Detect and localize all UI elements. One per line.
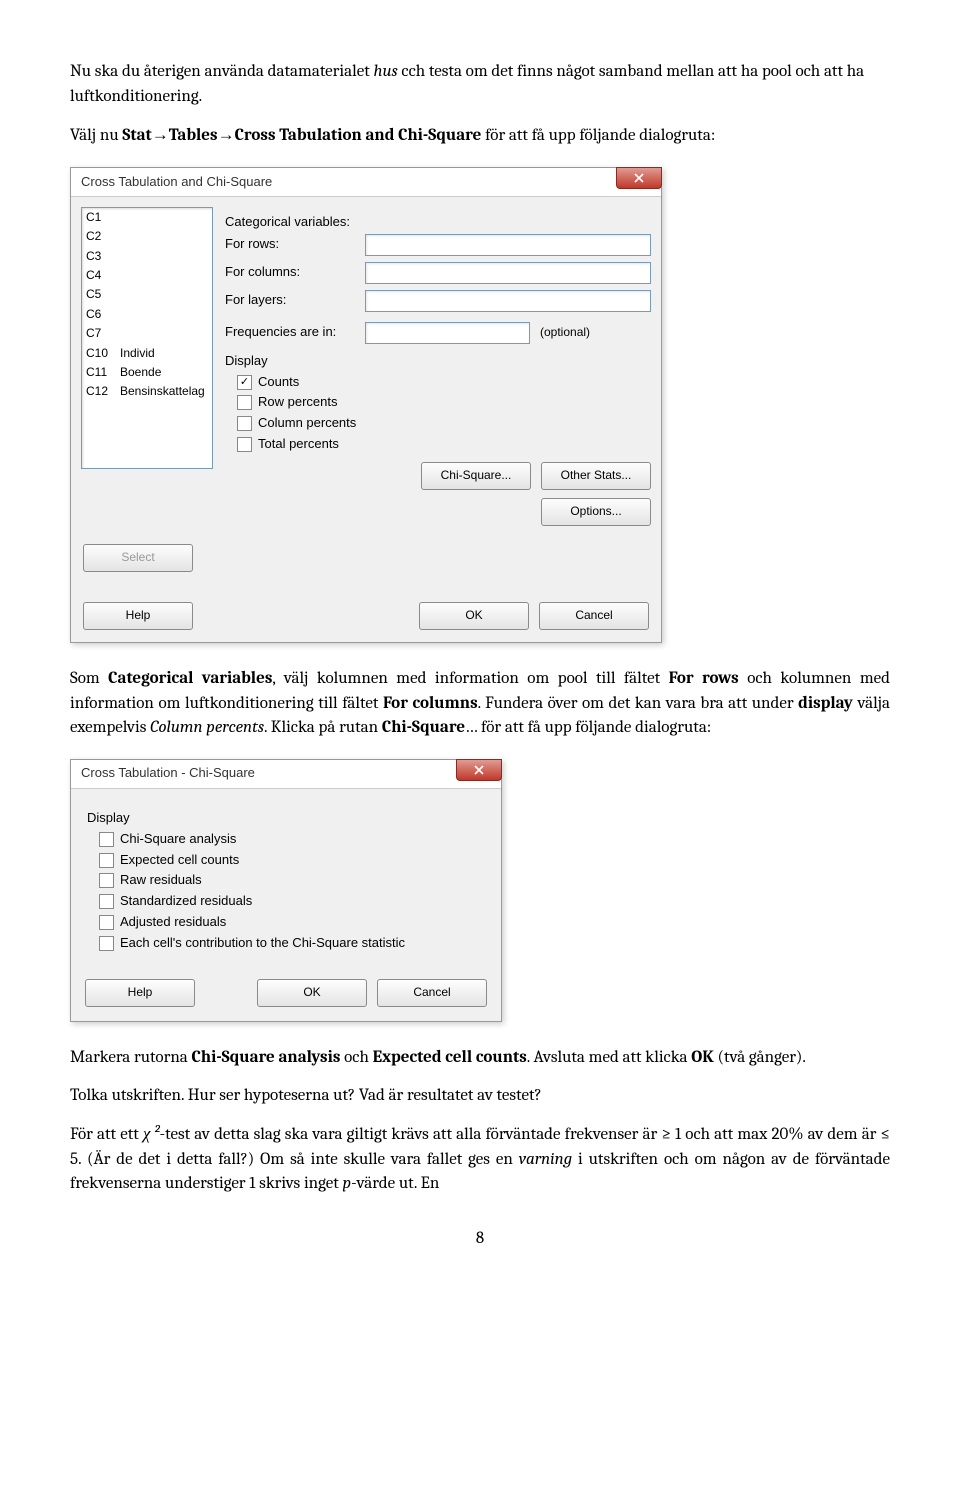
freq-label: Frequencies are in: xyxy=(225,323,365,342)
freq-input[interactable] xyxy=(365,322,530,344)
select-button[interactable]: Select xyxy=(83,544,193,572)
list-item[interactable]: C11Boende xyxy=(82,363,212,382)
variable-listbox[interactable]: C1 C2 C3 C4 C5 C6 C7 C10Individ C11Boend… xyxy=(81,207,213,469)
close-button[interactable] xyxy=(616,167,662,189)
chisq-analysis-checkbox[interactable]: Chi-Square analysis xyxy=(99,830,485,849)
paragraph-5: Tolka utskriften. Hur ser hypoteserna ut… xyxy=(70,1084,890,1109)
dialog-titlebar: Cross Tabulation and Chi-Square xyxy=(71,168,661,197)
ok-button[interactable]: OK xyxy=(419,602,529,630)
crosstab-dialog: Cross Tabulation and Chi-Square C1 C2 C3… xyxy=(70,167,662,643)
display-label: Display xyxy=(225,352,651,371)
dialog-title: Cross Tabulation and Chi-Square xyxy=(77,173,272,192)
rowpercents-checkbox[interactable]: Row percents xyxy=(237,393,651,412)
list-item[interactable]: C4 xyxy=(82,266,212,285)
otherstats-button[interactable]: Other Stats... xyxy=(541,462,651,490)
ok-button[interactable]: OK xyxy=(257,979,367,1007)
colpercents-checkbox[interactable]: Column percents xyxy=(237,414,651,433)
for-layers-input[interactable] xyxy=(365,290,651,312)
counts-checkbox[interactable]: ✓Counts xyxy=(237,373,651,392)
chisquare-button[interactable]: Chi-Square... xyxy=(421,462,531,490)
list-item[interactable]: C7 xyxy=(82,324,212,343)
dialog-titlebar: Cross Tabulation - Chi-Square xyxy=(71,760,501,789)
close-button[interactable] xyxy=(456,759,502,781)
list-item[interactable]: C10Individ xyxy=(82,344,212,363)
paragraph-2: Välj nu Stat→Tables→Cross Tabulation and… xyxy=(70,123,890,149)
dialog-title: Cross Tabulation - Chi-Square xyxy=(77,764,255,783)
paragraph-4: Markera rutorna Chi-Square analysis och … xyxy=(70,1046,890,1071)
help-button[interactable]: Help xyxy=(85,979,195,1007)
for-columns-input[interactable] xyxy=(365,262,651,284)
std-residuals-checkbox[interactable]: Standardized residuals xyxy=(99,892,485,911)
options-button[interactable]: Options... xyxy=(541,498,651,526)
list-item[interactable]: C2 xyxy=(82,227,212,246)
list-item[interactable]: C3 xyxy=(82,247,212,266)
catvar-label: Categorical variables: xyxy=(225,213,651,232)
totpercents-checkbox[interactable]: Total percents xyxy=(237,435,651,454)
page-number: 8 xyxy=(70,1227,890,1252)
adj-residuals-checkbox[interactable]: Adjusted residuals xyxy=(99,913,485,932)
paragraph-6: För att ett χ ²-test av detta slag ska v… xyxy=(70,1123,890,1197)
paragraph-3: Som Categorical variables, välj kolumnen… xyxy=(70,667,890,741)
list-item[interactable]: C5 xyxy=(82,285,212,304)
for-columns-label: For columns: xyxy=(225,263,365,282)
optional-label: (optional) xyxy=(540,324,590,341)
help-button[interactable]: Help xyxy=(83,602,193,630)
list-item[interactable]: C12Bensinskattelag xyxy=(82,382,212,401)
for-rows-input[interactable] xyxy=(365,234,651,256)
for-layers-label: For layers: xyxy=(225,291,365,310)
list-item[interactable]: C6 xyxy=(82,305,212,324)
cancel-button[interactable]: Cancel xyxy=(539,602,649,630)
cancel-button[interactable]: Cancel xyxy=(377,979,487,1007)
expected-counts-checkbox[interactable]: Expected cell counts xyxy=(99,851,485,870)
display-label: Display xyxy=(87,809,485,828)
chisquare-dialog: Cross Tabulation - Chi-Square Display Ch… xyxy=(70,759,502,1022)
paragraph-1: Nu ska du återigen använda datamateriale… xyxy=(70,60,890,109)
for-rows-label: For rows: xyxy=(225,235,365,254)
list-item[interactable]: C1 xyxy=(82,208,212,227)
cell-contribution-checkbox[interactable]: Each cell's contribution to the Chi-Squa… xyxy=(99,934,485,953)
raw-residuals-checkbox[interactable]: Raw residuals xyxy=(99,871,485,890)
